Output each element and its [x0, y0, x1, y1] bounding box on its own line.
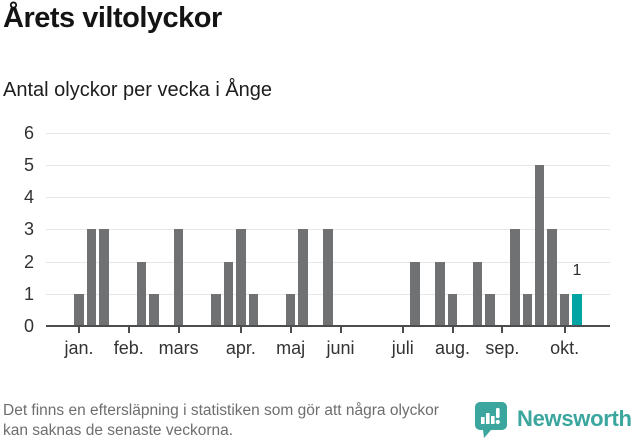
bar [510, 229, 520, 327]
newsworthy-logo-text: Newsworthy [517, 406, 631, 431]
y-tick-label: 1 [23, 283, 34, 304]
y-gridline [46, 165, 610, 166]
bar [223, 261, 234, 327]
bar [472, 261, 483, 327]
month-tick [339, 327, 342, 333]
x-axis-line [46, 325, 610, 327]
month-label: jan. [64, 338, 94, 358]
bar [435, 261, 445, 327]
bar [236, 229, 246, 327]
y-tick-label: 4 [23, 187, 34, 208]
bar [99, 229, 109, 327]
month-label: mars [158, 338, 199, 358]
month-label: apr. [225, 338, 256, 358]
month-tick [78, 327, 80, 333]
bar-chart: 0 1 2 3 4 5 6 jan. feb. mars apr. maj juni juli aug. se… [0, 122, 631, 365]
bar [323, 229, 333, 327]
month-tick [289, 327, 292, 333]
y-tick-label: 6 [23, 122, 34, 143]
month-tick [501, 327, 504, 333]
month-label: aug. [434, 338, 471, 358]
month-label: juli [391, 338, 414, 358]
bar [248, 293, 259, 327]
bar [149, 293, 159, 327]
bar [211, 293, 221, 327]
bar [485, 293, 495, 327]
bar-value-label: 1 [572, 261, 582, 279]
y-tick-label: 3 [23, 219, 34, 240]
footnote: Det finns en eftersläpning i statistiken… [3, 402, 439, 440]
bar-highlighted [572, 293, 582, 327]
bar [136, 261, 146, 327]
month-label: maj [276, 338, 306, 358]
y-tick-label: 5 [23, 155, 34, 175]
month-label: sep. [485, 338, 520, 358]
bar [173, 229, 184, 327]
month-tick [451, 327, 454, 333]
bar [74, 293, 84, 327]
month-tick [177, 327, 180, 333]
bar [447, 293, 458, 327]
month-tick [563, 327, 566, 333]
bar [547, 229, 557, 327]
y-tick-label: 2 [23, 251, 34, 272]
month-tick [239, 327, 242, 333]
month-label: feb. [113, 338, 144, 358]
month-label: okt. [550, 338, 580, 358]
y-gridline [46, 132, 610, 134]
bar [86, 229, 97, 327]
bar [285, 293, 296, 327]
bar [410, 261, 420, 327]
bar [534, 165, 545, 327]
newsworthy-logo: Newsworthy [474, 400, 631, 438]
month-label: juni [326, 338, 355, 358]
chart-subtitle: Antal olyckor per vecka i Ånge [3, 79, 273, 101]
newsworthy-bubble-chart-icon [475, 401, 507, 438]
chart-title: Årets viltolyckor [3, 2, 222, 34]
bar [522, 293, 532, 327]
bar [559, 293, 570, 327]
bar [298, 229, 308, 327]
y-gridline [46, 197, 610, 199]
month-tick [401, 327, 404, 333]
y-tick-label: 0 [23, 316, 34, 336]
month-tick [127, 327, 130, 333]
